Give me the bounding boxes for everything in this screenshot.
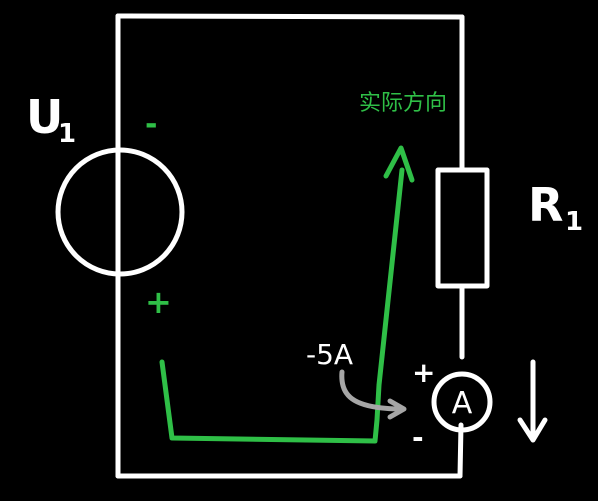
circuit-wires — [115, 13, 465, 479]
top-wire — [115, 13, 465, 20]
current-reading-label: -5A — [306, 338, 353, 371]
reference-direction-arrow — [517, 359, 548, 443]
source-label-subscript: 1 — [58, 119, 76, 149]
resistor-label: R 1 — [528, 178, 583, 237]
source-label: U 1 — [26, 90, 76, 149]
voltage-source-circle — [55, 147, 185, 277]
source-minus-sign: - — [145, 107, 157, 142]
reference-arrow-head — [517, 417, 548, 443]
source-plus-sign: + — [145, 283, 172, 321]
ammeter: A — [431, 371, 493, 433]
resistor-label-letter: R — [528, 178, 563, 232]
voltage-source — [55, 147, 185, 277]
actual-direction-label: 实际方向 — [359, 91, 447, 116]
reading-pointer-shaft — [339, 369, 401, 412]
resistor-body — [435, 167, 490, 289]
actual-direction-arrow — [159, 145, 415, 444]
ammeter-circle — [431, 371, 493, 433]
ammeter-minus-sign: - — [412, 421, 424, 454]
reading-pointer-head — [387, 398, 407, 420]
actual-direction-path — [159, 167, 405, 444]
source-label-letter: U — [26, 90, 63, 144]
ammeter-symbol: A — [452, 386, 473, 421]
right-wire-bottom — [457, 422, 464, 479]
reading-pointer-arrow — [339, 369, 407, 420]
resistor-label-subscript: 1 — [565, 207, 583, 237]
ammeter-plus-sign: + — [412, 356, 435, 389]
actual-direction-arrowhead — [383, 145, 415, 183]
